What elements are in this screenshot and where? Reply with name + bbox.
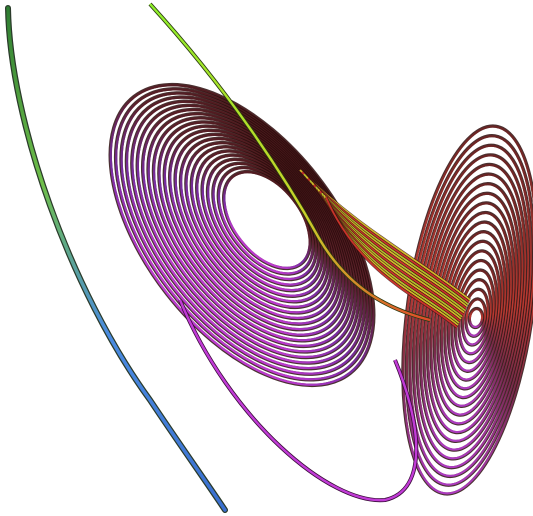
- left-lobe-orbits: [108, 82, 376, 388]
- outer-trajectory-arc: [5, 5, 228, 513]
- right-orbit-stroke: [468, 307, 484, 329]
- right-orbit-stroke: [409, 144, 532, 477]
- right-orbit: [460, 287, 490, 347]
- crossing-trajectories: [148, 2, 471, 503]
- bridge-stroke: [325, 196, 458, 328]
- green-strand-stroke: [149, 3, 431, 322]
- lower-bowl-stroke: [178, 299, 418, 502]
- right-orbit: [408, 143, 533, 479]
- right-orbit-stroke: [461, 288, 489, 346]
- right-orbit-stroke: [402, 125, 533, 495]
- left-orbit-stroke: [223, 171, 311, 269]
- right-orbit: [411, 153, 531, 470]
- right-orbit: [404, 134, 533, 487]
- right-orbit-stroke: [416, 163, 527, 460]
- right-orbit-stroke: [465, 298, 486, 337]
- right-orbit: [464, 297, 488, 338]
- right-orbit: [467, 306, 485, 330]
- outer-arc-outline: [5, 5, 228, 513]
- right-orbit: [415, 162, 528, 461]
- left-orbit: [222, 169, 312, 271]
- right-orbit: [401, 124, 533, 496]
- right-orbit-stroke: [405, 135, 533, 486]
- outer-arc-stroke: [6, 6, 227, 512]
- right-orbit-stroke: [412, 154, 530, 469]
